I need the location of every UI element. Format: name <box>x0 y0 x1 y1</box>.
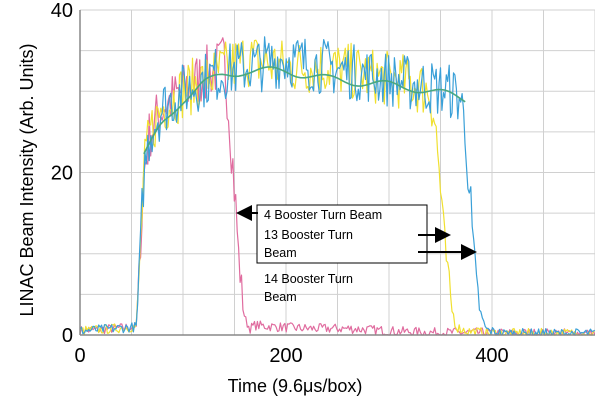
y-tick-label: 0 <box>62 325 73 347</box>
x-tick-label: 400 <box>475 345 508 367</box>
tick-labels: 0 200 400 0 20 40 <box>51 0 509 367</box>
y-axis-title: LINAC Beam Intensity (Arb. Units) <box>17 43 37 316</box>
series-line-4 <box>143 66 466 155</box>
y-tick-label: 20 <box>51 163 73 185</box>
series-group <box>79 36 595 336</box>
x-axis-title: Time (9.6μs/box) <box>228 376 363 396</box>
axes <box>79 10 595 336</box>
x-tick-label: 0 <box>74 345 85 367</box>
annotation-14-turn-line1: 14 Booster Turn <box>264 272 353 286</box>
x-tick-label: 200 <box>269 345 302 367</box>
annotation-4-turn: 4 Booster Turn Beam <box>264 208 382 222</box>
annotation-13-turn-line1: 13 Booster Turn <box>264 228 353 242</box>
annotation-13-turn-line2: Beam <box>264 246 297 260</box>
annotation-14-turn-line2: Beam <box>264 290 297 304</box>
annotation-frame <box>256 204 428 264</box>
annotation-box: 4 Booster Turn Beam 13 Booster Turn Beam… <box>256 204 428 304</box>
y-tick-label: 40 <box>51 0 73 22</box>
series-line-3 <box>79 36 595 336</box>
